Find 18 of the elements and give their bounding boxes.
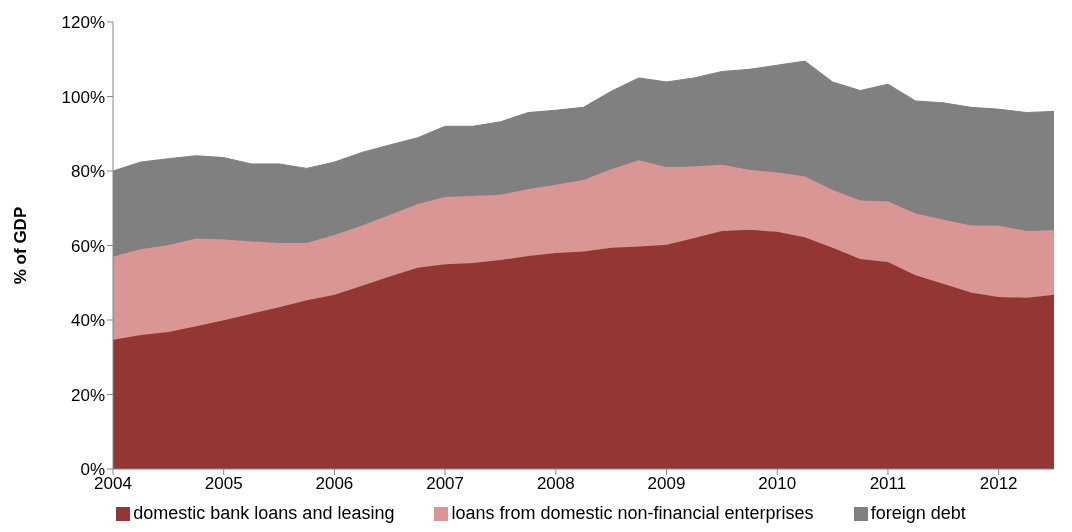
y-tick-label: 60% <box>70 236 105 256</box>
y-axis-title: % of GDP <box>11 206 31 285</box>
legend-label: foreign debt <box>869 503 966 524</box>
y-tick-label: 40% <box>70 311 105 331</box>
y-tick-label: 120% <box>61 13 105 33</box>
legend-label: loans from domestic non-financial enterprises <box>450 503 814 524</box>
y-tick-label: 80% <box>70 162 105 182</box>
x-tick-label: 2006 <box>315 474 354 494</box>
y-tick-label: 100% <box>61 87 105 107</box>
x-tick-label: 2009 <box>647 474 686 494</box>
x-tick-label: 2005 <box>204 474 243 494</box>
x-tick-label: 2011 <box>869 474 907 494</box>
x-tick-label: 2012 <box>979 474 1018 494</box>
x-tick-label: 2007 <box>426 474 465 494</box>
legend-label: domestic bank loans and leasing <box>132 503 395 524</box>
x-tick-label: 2008 <box>536 474 575 494</box>
y-tick-label: 20% <box>70 385 105 405</box>
x-tick-label: 2010 <box>758 474 797 494</box>
